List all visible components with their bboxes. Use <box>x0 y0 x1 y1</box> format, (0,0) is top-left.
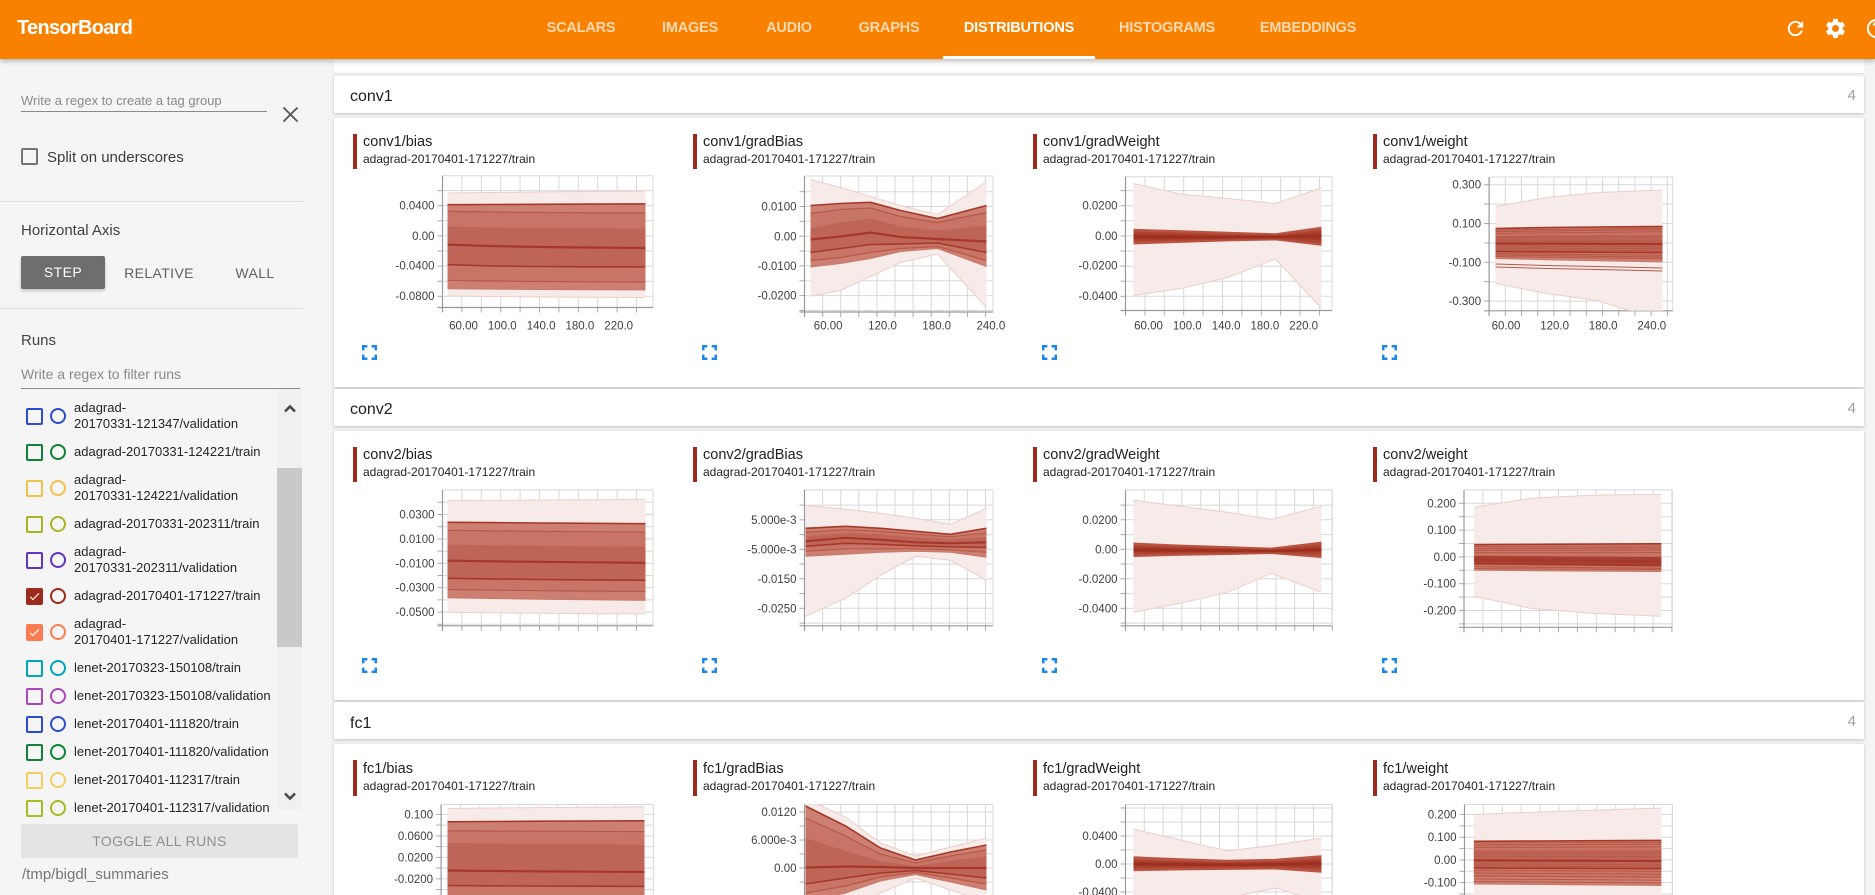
svg-text:-5.000e-3: -5.000e-3 <box>747 544 796 556</box>
svg-text:140.0: 140.0 <box>1211 320 1240 332</box>
svg-text:0.00: 0.00 <box>1095 231 1117 243</box>
svg-text:100.0: 100.0 <box>487 320 516 332</box>
svg-text:0.100: 0.100 <box>1452 218 1481 230</box>
svg-text:0.0200: 0.0200 <box>1082 200 1117 212</box>
svg-text:180.0: 180.0 <box>1588 320 1617 332</box>
svg-text:0.300: 0.300 <box>1452 179 1481 191</box>
svg-text:60.00: 60.00 <box>449 320 478 332</box>
svg-text:180.0: 180.0 <box>1250 320 1279 332</box>
svg-text:60.00: 60.00 <box>1134 320 1163 332</box>
svg-text:-0.100: -0.100 <box>1423 878 1456 890</box>
svg-text:-0.0400: -0.0400 <box>1078 290 1117 302</box>
svg-text:-0.0400: -0.0400 <box>1078 603 1117 615</box>
svg-text:-0.0250: -0.0250 <box>757 603 796 615</box>
svg-text:-0.300: -0.300 <box>1448 296 1481 308</box>
svg-text:120.0: 120.0 <box>868 320 897 332</box>
svg-text:0.0120: 0.0120 <box>761 807 796 819</box>
svg-text:0.0100: 0.0100 <box>399 534 434 546</box>
svg-text:240.0: 240.0 <box>1637 320 1666 332</box>
svg-text:-0.0200: -0.0200 <box>394 874 433 886</box>
svg-text:0.0200: 0.0200 <box>1082 514 1117 526</box>
svg-text:-0.0200: -0.0200 <box>1078 573 1117 585</box>
svg-text:0.00: 0.00 <box>1095 544 1117 556</box>
svg-text:-0.100: -0.100 <box>1448 257 1481 269</box>
svg-text:0.00: 0.00 <box>774 231 796 243</box>
svg-text:-0.0100: -0.0100 <box>395 558 434 570</box>
svg-text:0.0600: 0.0600 <box>397 831 432 843</box>
svg-text:0.100: 0.100 <box>1427 832 1456 844</box>
svg-text:0.00: 0.00 <box>1095 859 1117 871</box>
svg-text:0.0300: 0.0300 <box>399 509 434 521</box>
svg-text:0.0100: 0.0100 <box>761 201 796 213</box>
svg-text:0.00: 0.00 <box>1434 855 1456 867</box>
svg-text:0.00: 0.00 <box>1433 552 1455 564</box>
svg-text:-0.0400: -0.0400 <box>1078 887 1117 895</box>
svg-text:5.000e-3: 5.000e-3 <box>751 514 796 526</box>
svg-text:220.0: 220.0 <box>1289 320 1318 332</box>
svg-text:180.0: 180.0 <box>922 320 951 332</box>
svg-text:60.00: 60.00 <box>813 320 842 332</box>
svg-text:-0.0400: -0.0400 <box>395 260 434 272</box>
svg-text:-0.200: -0.200 <box>1423 605 1456 617</box>
svg-text:0.00: 0.00 <box>774 863 796 875</box>
svg-text:60.00: 60.00 <box>1491 320 1520 332</box>
svg-text:0.0200: 0.0200 <box>397 852 432 864</box>
svg-text:180.0: 180.0 <box>565 320 594 332</box>
svg-text:-0.0300: -0.0300 <box>395 582 434 594</box>
svg-text:0.0400: 0.0400 <box>1082 831 1117 843</box>
svg-text:0.100: 0.100 <box>1427 525 1456 537</box>
svg-text:0.200: 0.200 <box>1427 810 1456 822</box>
svg-text:120.0: 120.0 <box>1540 320 1569 332</box>
svg-text:-0.0150: -0.0150 <box>757 573 796 585</box>
svg-text:-0.0200: -0.0200 <box>1078 260 1117 272</box>
svg-text:100.0: 100.0 <box>1172 320 1201 332</box>
svg-text:0.100: 0.100 <box>404 809 433 821</box>
svg-text:-0.0500: -0.0500 <box>395 607 434 619</box>
svg-text:0.0400: 0.0400 <box>399 200 434 212</box>
svg-text:-0.100: -0.100 <box>1423 578 1456 590</box>
svg-text:140.0: 140.0 <box>526 320 555 332</box>
svg-text:0.00: 0.00 <box>412 231 434 243</box>
svg-text:6.000e-3: 6.000e-3 <box>751 835 796 847</box>
svg-text:220.0: 220.0 <box>604 320 633 332</box>
svg-text:-0.0200: -0.0200 <box>757 290 796 302</box>
svg-text:-0.0100: -0.0100 <box>757 261 796 273</box>
svg-text:-0.0800: -0.0800 <box>395 290 434 302</box>
svg-text:0.200: 0.200 <box>1427 498 1456 510</box>
svg-text:240.0: 240.0 <box>976 320 1005 332</box>
